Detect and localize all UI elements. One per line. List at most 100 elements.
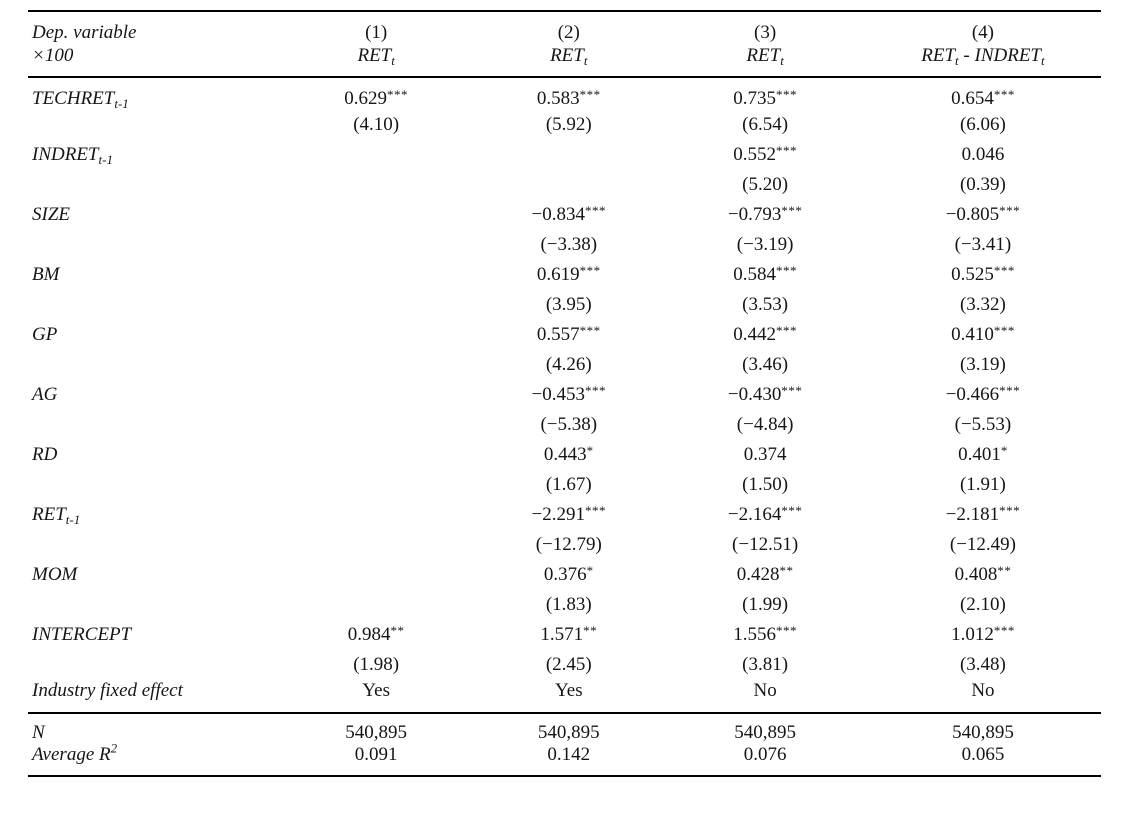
cell-ag-col3-coef: −0.430*** <box>727 383 803 405</box>
cell-industry-fixed-effect-col2: Yes <box>554 680 583 701</box>
cell-bm-col4-tstat: (3.32) <box>959 294 1006 315</box>
row-label-spacer <box>28 410 280 440</box>
row-average-r-2: Average R2 0.091 0.142 0.076 0.065 <box>28 742 1101 776</box>
cell-intercept-col2-coef: 1.571** <box>540 623 598 645</box>
row-ret-t-1-tstat: (−12.79) (−12.51) (−12.49) <box>28 530 1101 560</box>
cell-bm-col2-tstat: (3.95) <box>545 294 592 315</box>
row-ag-tstat: (−5.38) (−4.84) (−5.53) <box>28 410 1101 440</box>
cell-techret-t-1-col2-coef: 0.583*** <box>536 87 601 109</box>
cell-ag-col1-coef <box>280 380 472 410</box>
row-label-spacer <box>28 590 280 620</box>
cell-ag-col4-coef: −0.466*** <box>945 383 1021 405</box>
cell-ret-t-1-col4-coef: −2.181*** <box>945 503 1021 525</box>
column-1-number: (1) <box>365 22 388 43</box>
cell-indret-t-1-col1-coef <box>280 140 472 170</box>
table-body: TECHRETt-1 0.629*** 0.583*** 0.735*** 0.654*… <box>28 77 1101 713</box>
header-row-column-numbers: Dep. variable (1) (2) (3) (4) <box>28 11 1101 45</box>
row-techret-t-1-coef: TECHRETt-1 0.629*** 0.583*** 0.735*** 0.654*… <box>28 77 1101 110</box>
header-row-dep-variables: ×100 RETt RETt RETt RETt - INDRETt <box>28 45 1101 77</box>
cell-average-r-2-col3: 0.076 <box>743 744 787 765</box>
ag-label: AG <box>32 384 58 405</box>
cell-ag-col3-tstat: (−4.84) <box>736 414 794 435</box>
cell-ret-t-1-col1-tstat <box>280 530 472 560</box>
cell-gp-col3-coef: 0.442*** <box>733 323 797 345</box>
cell-bm-col1-coef <box>280 260 472 290</box>
row-indret-t-1-tstat: (5.20) (0.39) <box>28 170 1101 200</box>
row-label-gp: GP <box>28 320 280 350</box>
row-ag-coef: AG −0.453*** −0.430*** −0.466*** <box>28 380 1101 410</box>
row-bm-coef: BM 0.619*** 0.584*** 0.525*** <box>28 260 1101 290</box>
rd-label: RD <box>32 444 58 465</box>
cell-industry-fixed-effect-col3: No <box>753 680 777 701</box>
cell-intercept-col1-tstat: (1.98) <box>353 654 400 675</box>
cell-size-col2-coef: −0.834*** <box>531 203 606 225</box>
row-bm-tstat: (3.95) (3.53) (3.32) <box>28 290 1101 320</box>
row-gp-tstat: (4.26) (3.46) (3.19) <box>28 350 1101 380</box>
cell-techret-t-1-col2-tstat: (5.92) <box>545 114 592 135</box>
row-label-indret-t-1: INDRETt-1 <box>28 140 280 170</box>
cell-gp-col2-tstat: (4.26) <box>545 354 592 375</box>
cell-ret-t-1-col2-tstat: (−12.79) <box>535 534 602 555</box>
n-label: N <box>32 722 45 743</box>
regression-table-wrap: Dep. variable (1) (2) (3) (4) ×100 RETt RETt… <box>28 10 1101 777</box>
cell-techret-t-1-col4-coef: 0.654*** <box>951 87 1015 109</box>
cell-rd-col2-tstat: (1.67) <box>545 474 592 495</box>
row-mom-tstat: (1.83) (1.99) (2.10) <box>28 590 1101 620</box>
row-label-average-r-2: Average R2 <box>28 742 280 776</box>
row-label-intercept: INTERCEPT <box>28 620 280 650</box>
cell-mom-col4-coef: 0.408** <box>954 563 1012 585</box>
cell-average-r-2-col1: 0.091 <box>354 744 398 765</box>
table-footer: N 540,895 540,895 540,895 540,895 Average R2 0… <box>28 713 1101 776</box>
row-label-bm: BM <box>28 260 280 290</box>
row-n: N 540,895 540,895 540,895 540,895 <box>28 713 1101 744</box>
row-label-spacer <box>28 470 280 500</box>
cell-bm-col1-tstat <box>280 290 472 320</box>
cell-bm-col2-coef: 0.619*** <box>536 263 601 285</box>
row-label-spacer <box>28 110 280 140</box>
cell-industry-fixed-effect-col1: Yes <box>362 680 390 701</box>
intercept-label: INTERCEPT <box>32 624 132 645</box>
row-label-rd: RD <box>28 440 280 470</box>
cell-ag-col1-tstat <box>280 410 472 440</box>
row-mom-coef: MOM 0.376* 0.428** 0.408** <box>28 560 1101 590</box>
column-3-dep-variable: RETt <box>746 45 784 68</box>
cell-mom-col4-tstat: (2.10) <box>959 594 1006 615</box>
row-label-ret-t-1: RETt-1 <box>28 500 280 530</box>
cell-ret-t-1-col4-tstat: (−12.49) <box>949 534 1016 555</box>
row-label-spacer <box>28 350 280 380</box>
cell-rd-col4-coef: 0.401* <box>958 443 1008 465</box>
cell-indret-t-1-col4-coef: 0.046 <box>961 144 1005 165</box>
cell-rd-col2-coef: 0.443* <box>543 443 594 465</box>
cell-bm-col4-coef: 0.525*** <box>951 263 1015 285</box>
column-4-dep-variable: RETt - INDRETt <box>921 45 1045 68</box>
column-3-number: (3) <box>754 22 777 43</box>
table-header: Dep. variable (1) (2) (3) (4) ×100 RETt RETt… <box>28 11 1101 77</box>
times-100-label: ×100 <box>32 45 74 66</box>
cell-mom-col2-coef: 0.376* <box>543 563 594 585</box>
row-label-spacer <box>28 170 280 200</box>
row-label-industry-fixed-effect: Industry fixed effect <box>28 680 280 713</box>
industry-fixed-effect-label: Industry fixed effect <box>32 680 183 701</box>
cell-average-r-2-col2: 0.142 <box>547 744 591 765</box>
cell-techret-t-1-col1-tstat: (4.10) <box>353 114 400 135</box>
cell-gp-col4-coef: 0.410*** <box>951 323 1015 345</box>
cell-indret-t-1-col4-tstat: (0.39) <box>959 174 1006 195</box>
cell-intercept-col4-coef: 1.012*** <box>951 623 1015 645</box>
mom-label: MOM <box>32 564 78 585</box>
size-label: SIZE <box>32 204 70 225</box>
column-2-dep-variable: RETt <box>550 45 588 68</box>
row-label-spacer <box>28 650 280 680</box>
cell-ret-t-1-col1-coef <box>280 500 472 530</box>
cell-rd-col3-coef: 0.374 <box>743 444 787 465</box>
row-label-spacer <box>28 530 280 560</box>
cell-mom-col1-tstat <box>280 590 472 620</box>
cell-gp-col2-coef: 0.557*** <box>536 323 601 345</box>
row-label-spacer <box>28 230 280 260</box>
dep-variable-label-line2-cell: ×100 <box>28 45 280 77</box>
indret-label: INDRETt-1 <box>32 144 113 167</box>
row-label-size: SIZE <box>28 200 280 230</box>
cell-techret-t-1-col3-tstat: (6.54) <box>742 114 789 135</box>
row-label-mom: MOM <box>28 560 280 590</box>
cell-industry-fixed-effect-col4: No <box>971 680 995 701</box>
bm-label: BM <box>32 264 60 285</box>
